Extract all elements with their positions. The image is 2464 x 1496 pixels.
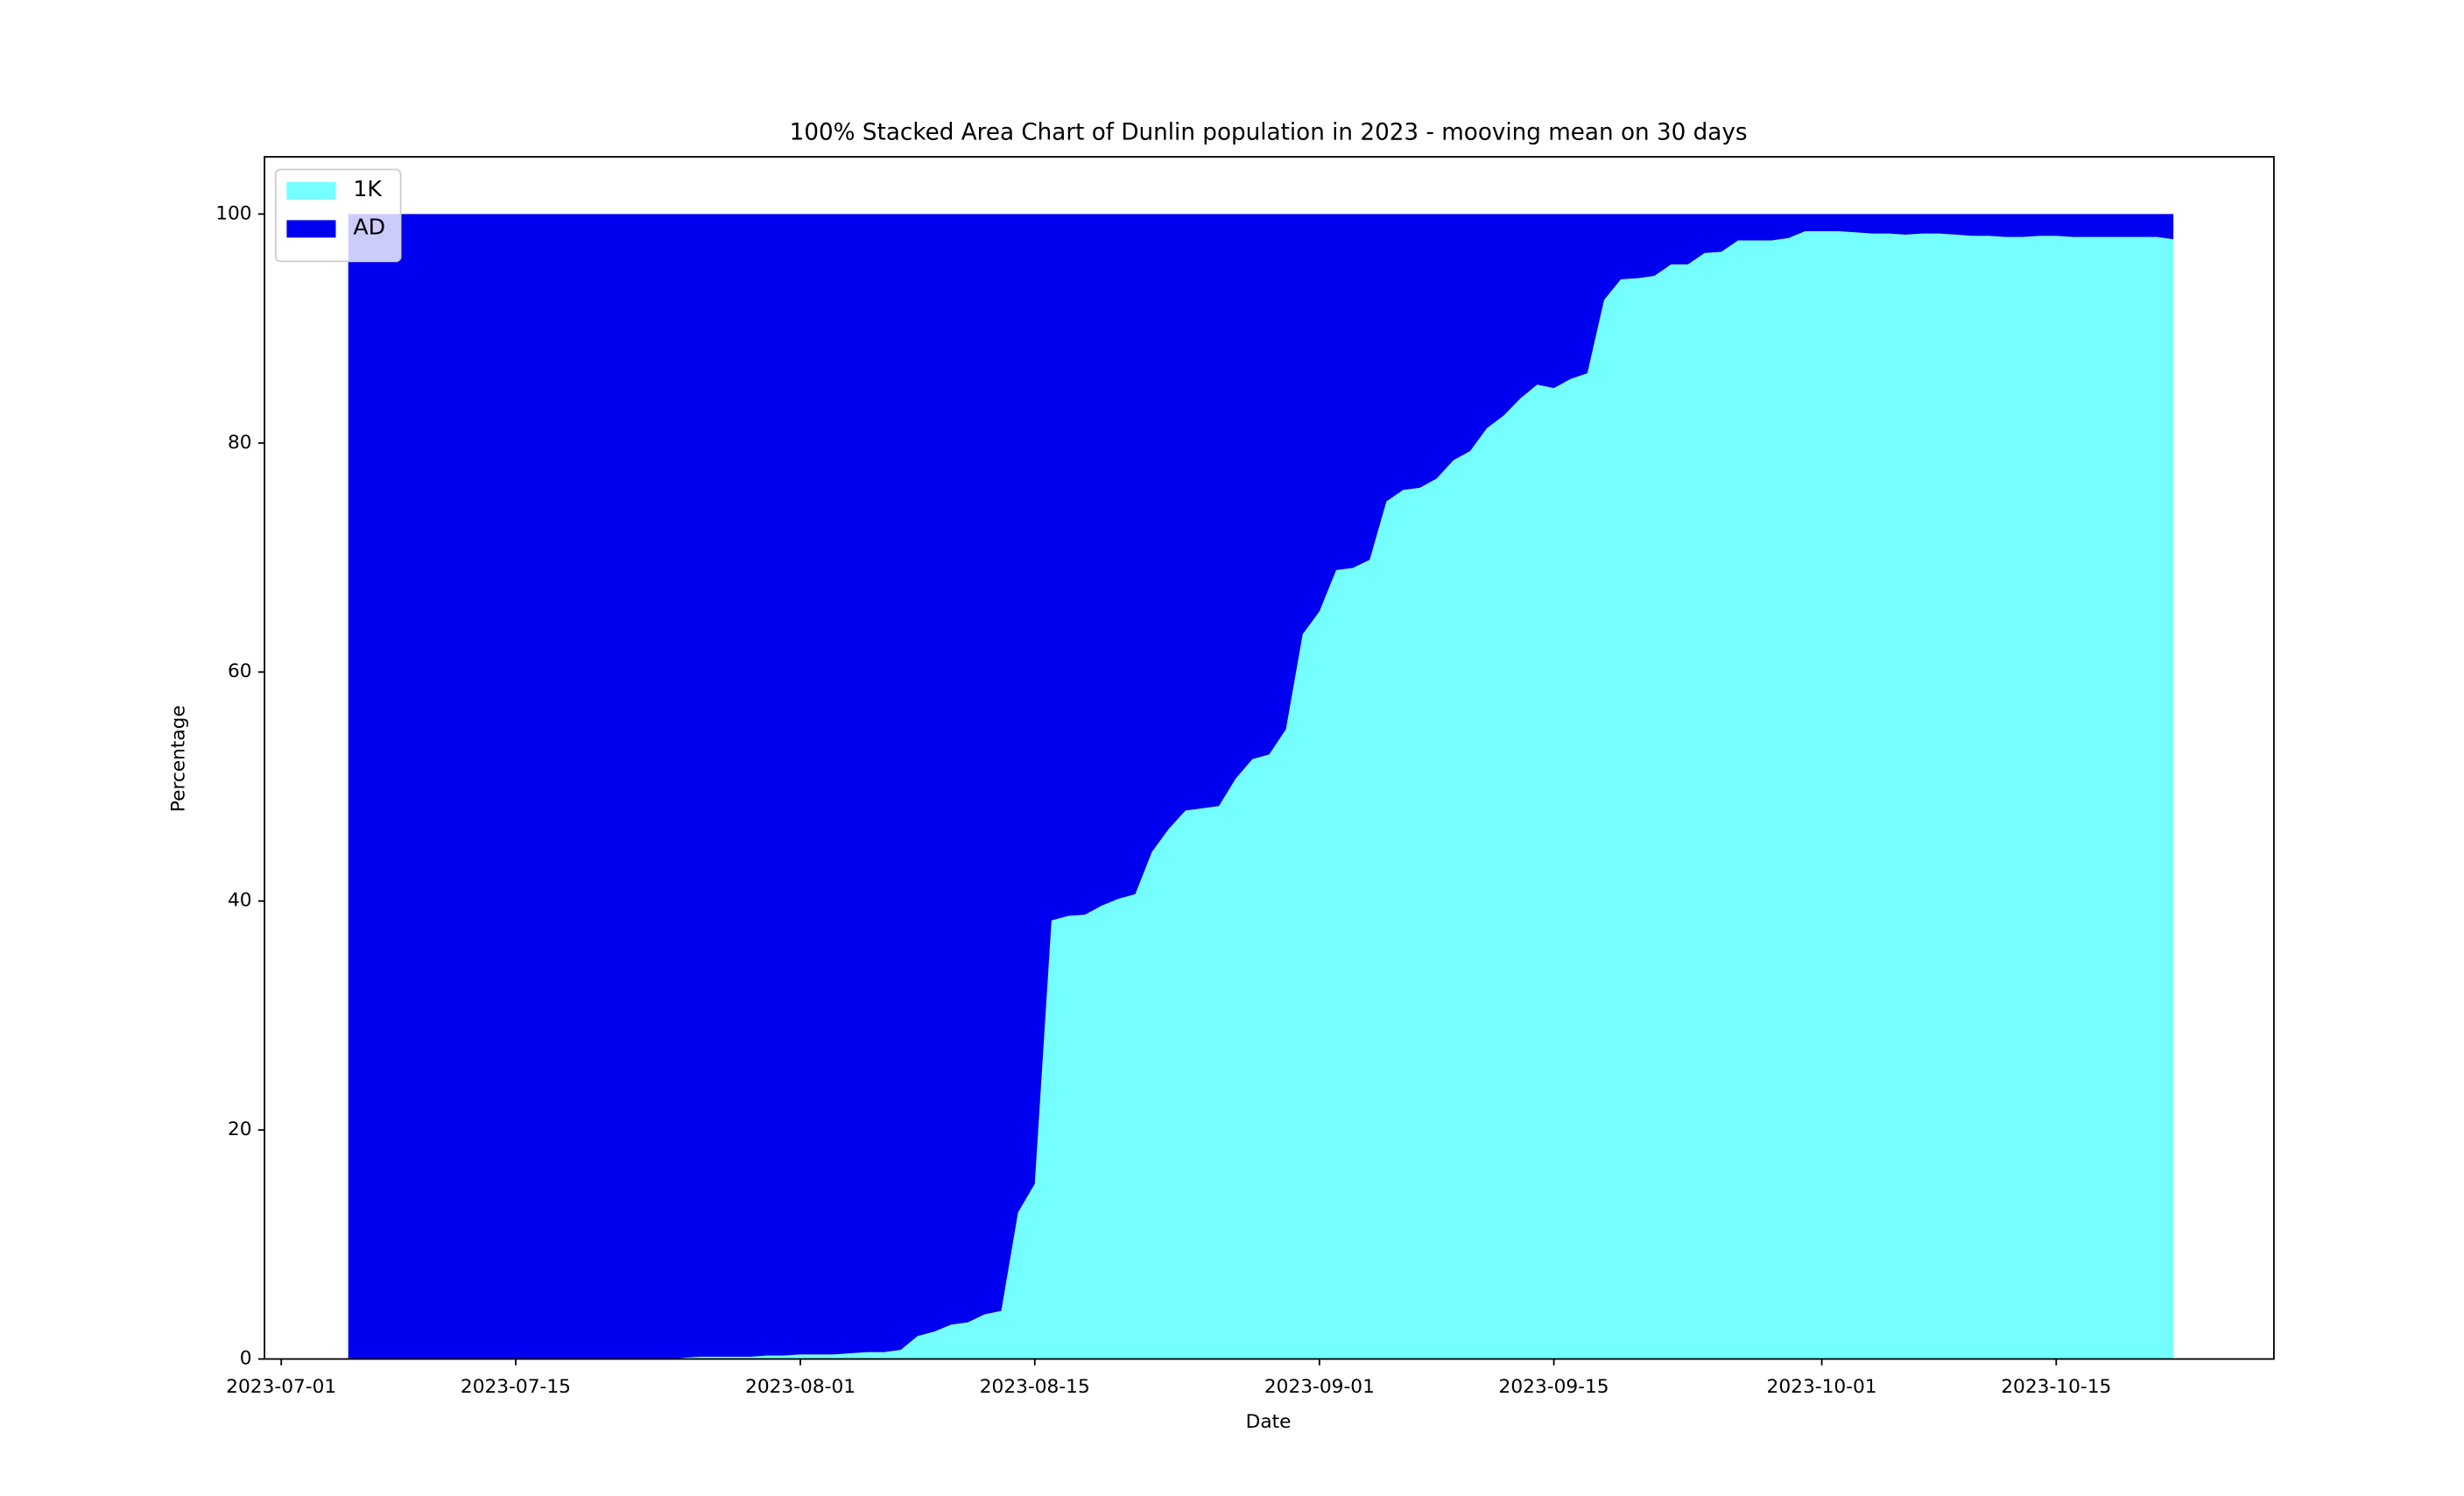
y-axis-label: Percentage — [167, 705, 189, 812]
x-tick-label: 2023-07-01 — [226, 1376, 336, 1398]
x-tick-label: 2023-10-01 — [1767, 1376, 1877, 1398]
area — [348, 214, 2174, 1359]
legend-label: AD — [353, 214, 385, 239]
x-tick-label: 2023-09-15 — [1499, 1376, 1609, 1398]
y-tick-label: 20 — [228, 1118, 252, 1140]
x-tick-label: 2023-08-15 — [980, 1376, 1090, 1398]
legend-swatch — [286, 181, 336, 200]
y-tick-label: 40 — [228, 890, 252, 912]
legend-swatch — [286, 220, 336, 238]
chart-title: 100% Stacked Area Chart of Dunlin popula… — [790, 119, 1748, 145]
y-tick-label: 80 — [228, 432, 252, 454]
area — [348, 231, 2174, 1359]
plot-area: 0 20 40 60 80 100 2023-07-01 2023-07-15 2023-08-… — [215, 156, 2275, 1398]
x-tick-label: 2023-09-01 — [1264, 1376, 1375, 1398]
x-tick-label: 2023-08-01 — [745, 1376, 855, 1398]
axes-frame — [264, 156, 2275, 1360]
y-tick-label: 100 — [215, 202, 251, 224]
x-tick-label: 2023-10-15 — [2001, 1376, 2111, 1398]
y-tick-label: 0 — [240, 1348, 252, 1370]
legend: 1K AD — [274, 168, 402, 263]
y-tick-label: 60 — [228, 660, 252, 682]
legend-label: 1K — [353, 176, 383, 201]
x-axis-label: Date — [1246, 1411, 1292, 1433]
x-tick-label: 2023-07-15 — [461, 1376, 571, 1398]
